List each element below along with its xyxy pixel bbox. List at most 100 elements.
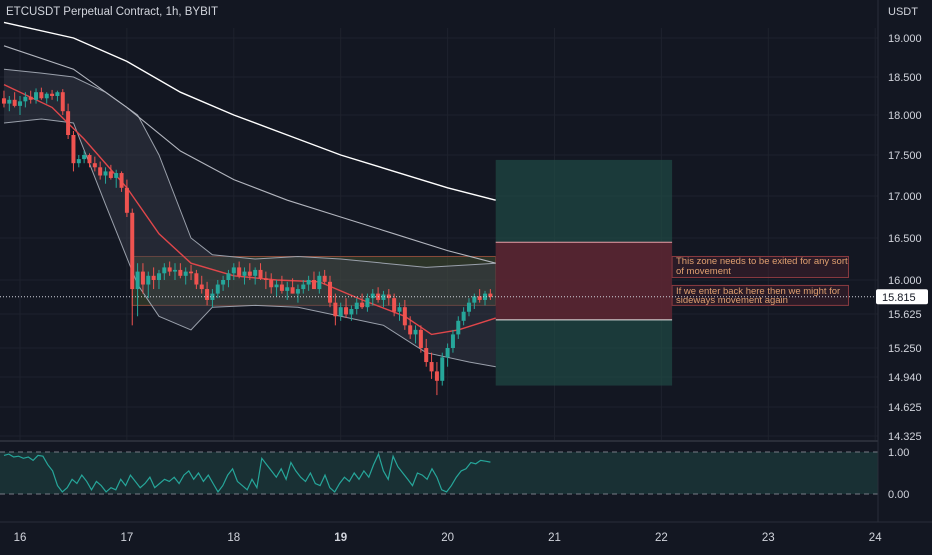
candle-65[interactable] (349, 305, 354, 321)
candle-84[interactable] (450, 329, 455, 353)
candle-35[interactable] (189, 264, 194, 280)
candle-14[interactable] (76, 155, 81, 168)
candle-10[interactable] (55, 90, 60, 102)
candle-30[interactable] (162, 263, 167, 280)
candle-85[interactable] (456, 316, 461, 339)
candle-2[interactable] (12, 92, 17, 108)
candle-21[interactable] (114, 169, 119, 188)
candle-29[interactable] (156, 269, 161, 290)
candle-19[interactable] (103, 167, 108, 184)
candle-15[interactable] (82, 151, 87, 164)
candle-60[interactable] (322, 269, 327, 285)
candle-28[interactable] (151, 267, 156, 290)
candle-89[interactable] (477, 289, 482, 303)
candle-18[interactable] (98, 161, 103, 180)
candle-54[interactable] (290, 278, 295, 294)
candle-31[interactable] (167, 261, 172, 276)
candle-47[interactable] (253, 267, 258, 285)
candle-80[interactable] (429, 352, 434, 379)
price-axis[interactable]: USDT 19.000 18.500 18.000 17.500 17.000 16.50… (888, 6, 922, 443)
candle-86[interactable] (461, 307, 466, 326)
candle-61[interactable] (328, 275, 333, 308)
candle-49[interactable] (263, 271, 268, 290)
candle-55[interactable] (295, 284, 300, 303)
candle-73[interactable] (392, 293, 397, 317)
candle-81[interactable] (434, 362, 439, 396)
candle-39[interactable] (210, 289, 215, 308)
candle-42[interactable] (226, 269, 231, 288)
candle-32[interactable] (173, 263, 178, 280)
oscillator-pane[interactable]: 1.00 0.00 (0, 440, 909, 501)
candle-72[interactable] (386, 289, 391, 306)
candle-58[interactable] (311, 271, 316, 290)
candle-11[interactable] (60, 89, 65, 115)
candle-12[interactable] (66, 103, 71, 139)
candle-37[interactable] (199, 275, 204, 294)
candle-78[interactable] (418, 325, 423, 353)
candle-33[interactable] (178, 263, 183, 279)
candle-26[interactable] (140, 263, 145, 294)
candle-76[interactable] (408, 316, 413, 339)
candle-20[interactable] (108, 164, 113, 180)
candle-13[interactable] (71, 131, 76, 172)
candle-23[interactable] (124, 179, 129, 217)
candle-41[interactable] (221, 275, 226, 291)
candle-38[interactable] (205, 281, 210, 306)
candle-43[interactable] (231, 263, 236, 280)
candle-3[interactable] (18, 96, 22, 115)
candle-8[interactable] (44, 92, 49, 104)
candle-22[interactable] (119, 171, 124, 192)
candle-53[interactable] (285, 281, 290, 300)
candle-6[interactable] (34, 88, 39, 104)
candle-0[interactable] (1, 90, 6, 108)
annotation-reentry-line1: If we enter back here then we might for (676, 286, 840, 297)
candle-83[interactable] (445, 343, 450, 367)
candle-62[interactable] (333, 293, 338, 326)
candle-63[interactable] (338, 302, 343, 321)
candle-77[interactable] (413, 325, 418, 344)
candle-56[interactable] (301, 280, 306, 294)
candle-91[interactable] (488, 289, 493, 300)
candle-45[interactable] (242, 267, 247, 285)
candle-71[interactable] (381, 290, 386, 308)
candle-16[interactable] (87, 153, 92, 168)
candle-82[interactable] (440, 352, 445, 386)
candle-67[interactable] (360, 293, 365, 310)
candle-25[interactable] (135, 263, 140, 317)
candle-74[interactable] (397, 302, 402, 321)
candle-40[interactable] (215, 280, 220, 299)
candle-64[interactable] (344, 298, 349, 319)
candle-50[interactable] (269, 273, 274, 294)
candle-46[interactable] (247, 263, 252, 280)
candle-75[interactable] (402, 299, 407, 330)
candle-27[interactable] (146, 271, 151, 299)
candle-44[interactable] (237, 261, 242, 279)
candle-59[interactable] (317, 271, 322, 294)
oscillator-level-label-1: 0.00 (888, 489, 909, 501)
candle-87[interactable] (466, 298, 471, 317)
candle-24[interactable] (130, 208, 135, 326)
candles[interactable] (1, 87, 493, 396)
candle-79[interactable] (424, 338, 429, 367)
candle-57[interactable] (306, 275, 311, 291)
candle-5[interactable] (28, 90, 33, 104)
candle-17[interactable] (92, 156, 97, 172)
candle-34[interactable] (183, 267, 188, 285)
candle-4[interactable] (23, 92, 28, 108)
candle-body-31 (167, 267, 172, 272)
oscillator-line (3, 452, 491, 493)
candle-66[interactable] (354, 298, 359, 315)
candle-90[interactable] (483, 290, 488, 306)
candle-51[interactable] (274, 280, 279, 297)
candle-1[interactable] (7, 96, 12, 112)
candle-88[interactable] (472, 293, 477, 310)
candle-7[interactable] (39, 87, 44, 100)
candle-48[interactable] (258, 263, 263, 280)
candle-52[interactable] (279, 275, 284, 294)
candle-68[interactable] (365, 293, 370, 312)
candle-36[interactable] (194, 269, 199, 290)
candle-9[interactable] (50, 89, 55, 100)
